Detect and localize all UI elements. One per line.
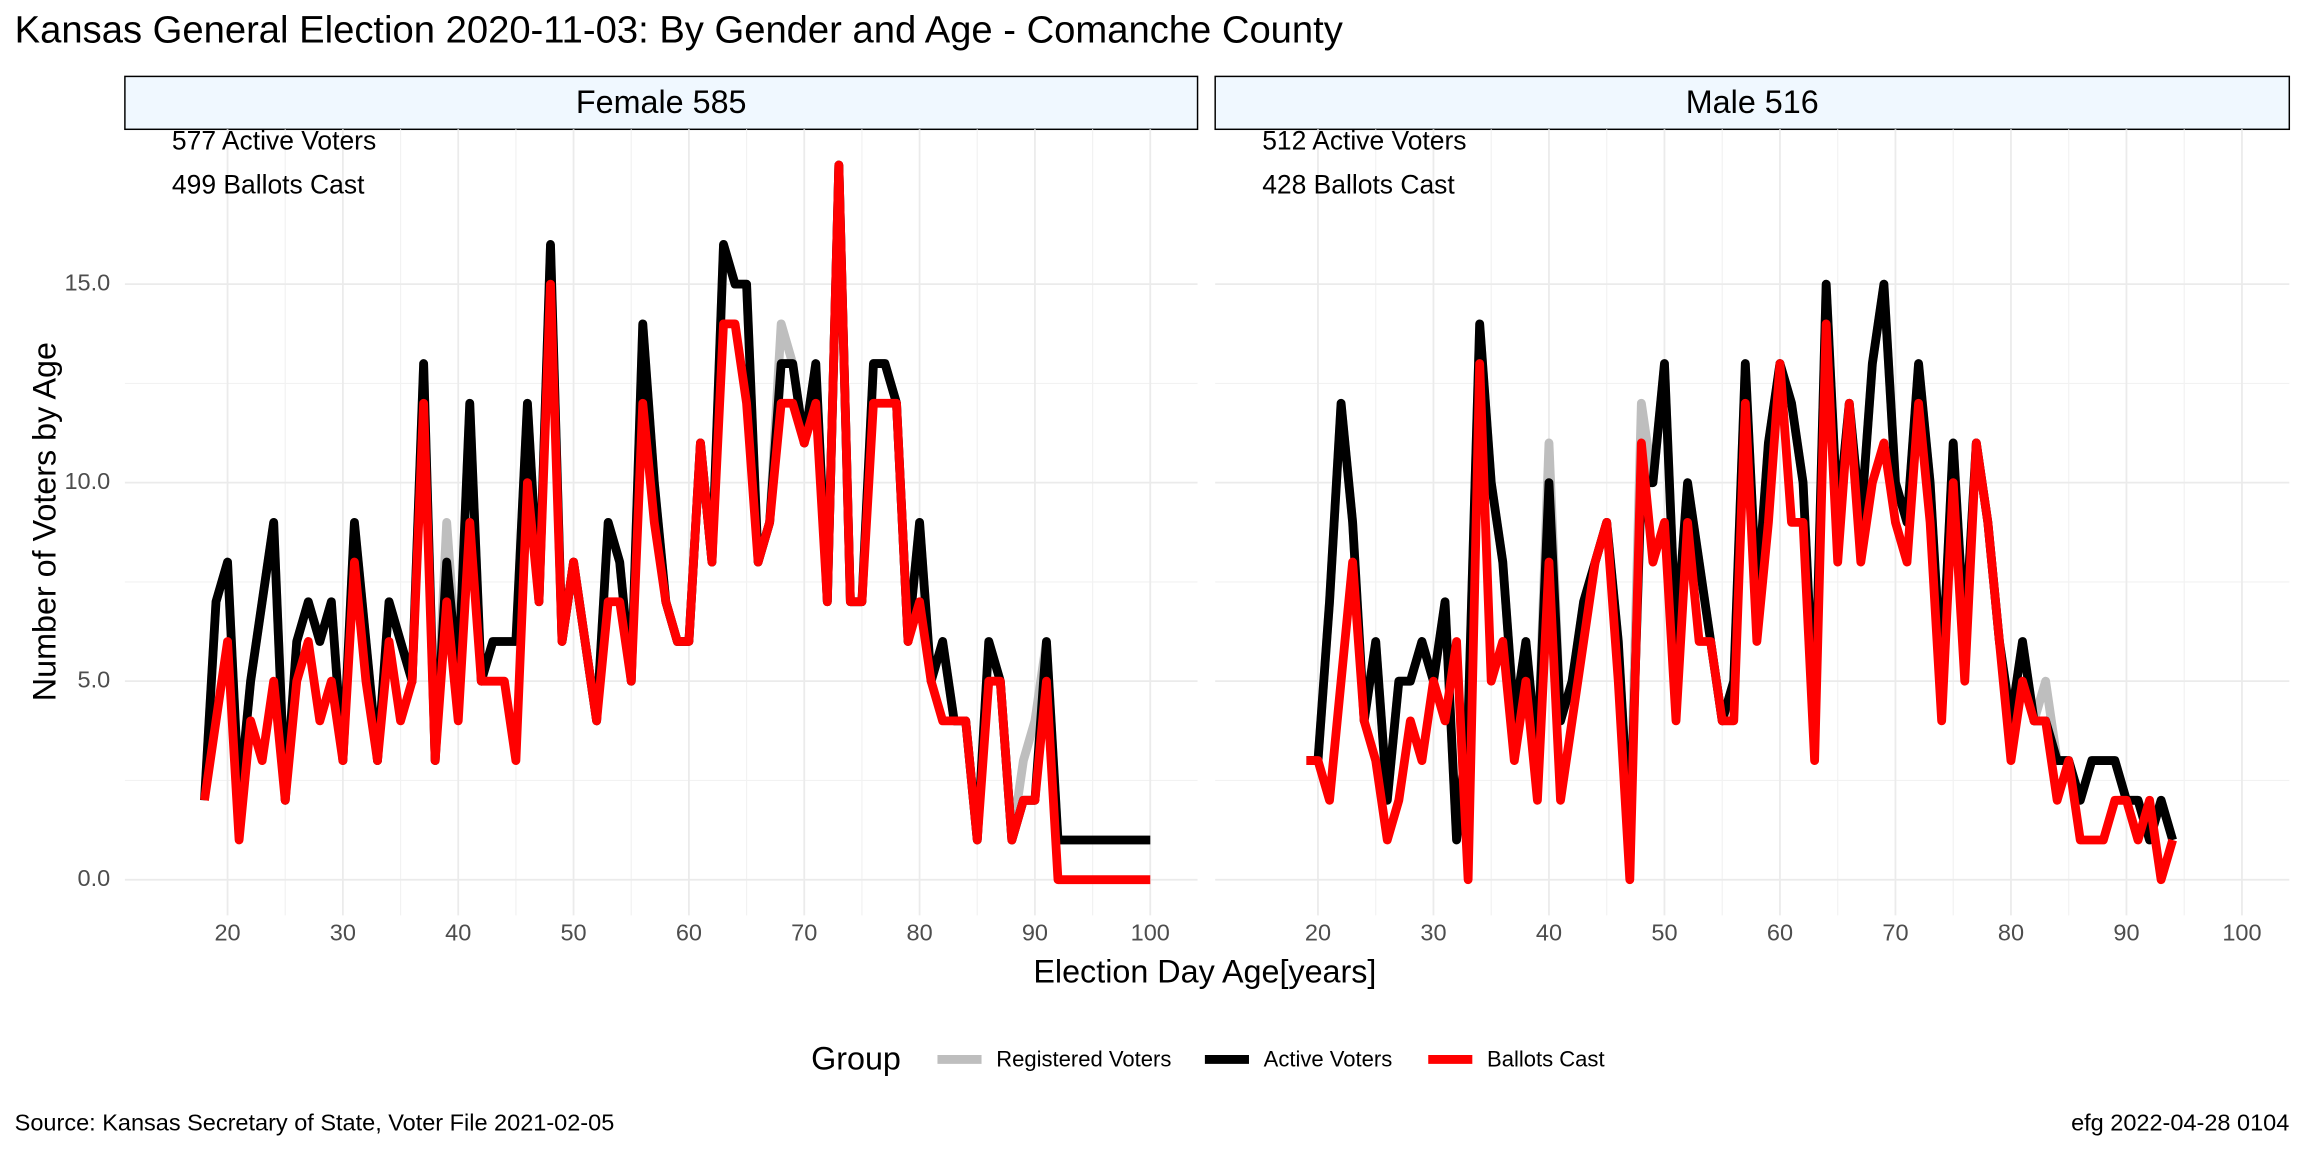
x-tick-label: 70 xyxy=(1882,920,1908,946)
facet-title: Female 585 xyxy=(576,84,747,120)
series-line xyxy=(1306,319,2177,885)
x-tick-label: 60 xyxy=(676,920,702,946)
x-tick-label: 30 xyxy=(330,920,356,946)
caption: Source: Kansas Secretary of State, Voter… xyxy=(15,1109,615,1135)
x-tick-label: 100 xyxy=(1131,920,1170,946)
x-tick-label: 40 xyxy=(445,920,471,946)
facet-title: Male 516 xyxy=(1686,84,1819,120)
x-tick-label: 20 xyxy=(214,920,240,946)
x-tick-label: 70 xyxy=(791,920,817,946)
x-axis-label: Election Day Age[years] xyxy=(1033,954,1376,990)
y-tick-label: 5.0 xyxy=(78,666,111,692)
x-tick-label: 80 xyxy=(907,920,933,946)
y-tick-label: 15.0 xyxy=(64,269,110,295)
y-tick-label: 10.0 xyxy=(64,468,110,494)
x-tick-label: 80 xyxy=(1998,920,2024,946)
legend-title: Group xyxy=(811,1040,901,1076)
x-tick-label: 90 xyxy=(1022,920,1048,946)
legend-label: Active Voters xyxy=(1264,1047,1393,1072)
x-tick-label: 20 xyxy=(1305,920,1331,946)
legend-label: Ballots Cast xyxy=(1487,1047,1605,1072)
x-tick-label: 50 xyxy=(1651,920,1677,946)
y-tick-label: 0.0 xyxy=(78,865,111,891)
chart-title: Kansas General Election 2020-11-03: By G… xyxy=(15,8,1344,51)
x-tick-label: 90 xyxy=(2113,920,2139,946)
annotation: 577 Active Voters xyxy=(172,126,376,156)
annotation: 499 Ballots Cast xyxy=(172,170,365,200)
x-tick-label: 30 xyxy=(1420,920,1446,946)
x-tick-label: 60 xyxy=(1767,920,1793,946)
x-tick-label: 50 xyxy=(560,920,586,946)
annotation: 428 Ballots Cast xyxy=(1262,170,1455,200)
facet-strip xyxy=(1214,75,2291,131)
legend-label: Registered Voters xyxy=(996,1047,1171,1072)
x-tick-label: 40 xyxy=(1536,920,1562,946)
annotation: 512 Active Voters xyxy=(1262,126,1466,156)
y-axis-label: Number of Voters by Age xyxy=(27,342,63,701)
x-tick-label: 100 xyxy=(2222,920,2261,946)
caption: efg 2022-04-28 0104 xyxy=(2071,1109,2289,1135)
facet-strip xyxy=(124,75,1199,131)
series-line xyxy=(200,160,1151,885)
